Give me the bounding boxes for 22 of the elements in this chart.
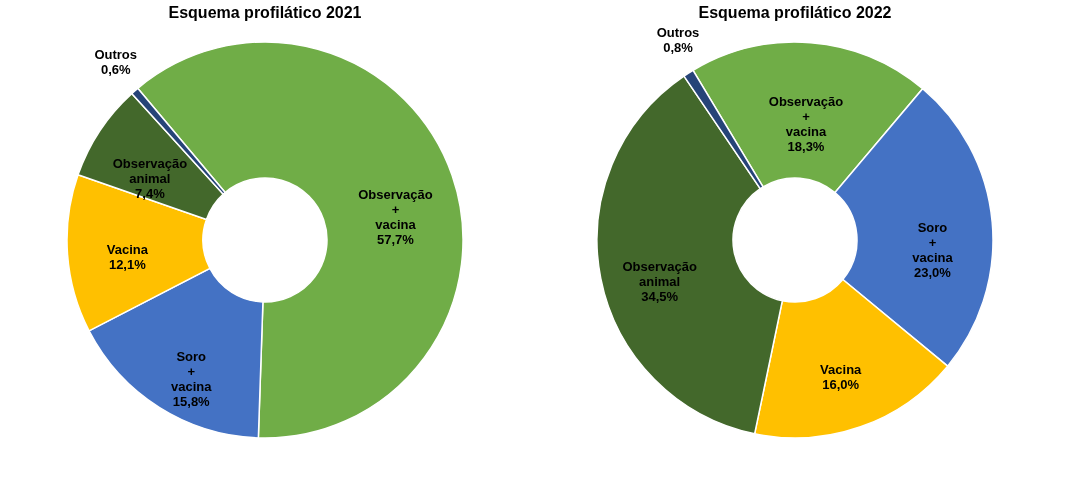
data-label: 12,1% — [108, 256, 147, 272]
slice-label: Outros — [94, 46, 138, 62]
data-label: 34,5% — [641, 288, 679, 304]
slice-label: Observação + vacina — [768, 94, 844, 140]
slice-label: Observação animal — [112, 155, 188, 186]
slice-label: Outros — [656, 24, 700, 40]
slice-label: Observação animal — [622, 258, 697, 289]
data-label: 0,8% — [663, 39, 694, 55]
slice-label: Observação + vacina — [358, 186, 433, 232]
chart-title: Esquema profilático 2022 — [698, 4, 892, 21]
slice-label: Vacina — [106, 241, 149, 257]
slice-label: Vacina — [820, 362, 863, 378]
data-label: 7,4% — [135, 185, 166, 201]
slice-label: Soro + vacina — [171, 348, 213, 394]
data-label: 16,0% — [822, 377, 860, 393]
data-label: 57,7% — [377, 231, 415, 247]
data-label: 23,0% — [914, 264, 952, 280]
slice-label: Soro + vacina — [912, 219, 954, 265]
data-label: 15,8% — [172, 393, 211, 409]
data-label: 0,6% — [100, 61, 131, 77]
chart-title: Esquema profilático 2021 — [168, 4, 362, 21]
data-label: 18,3% — [787, 139, 825, 155]
